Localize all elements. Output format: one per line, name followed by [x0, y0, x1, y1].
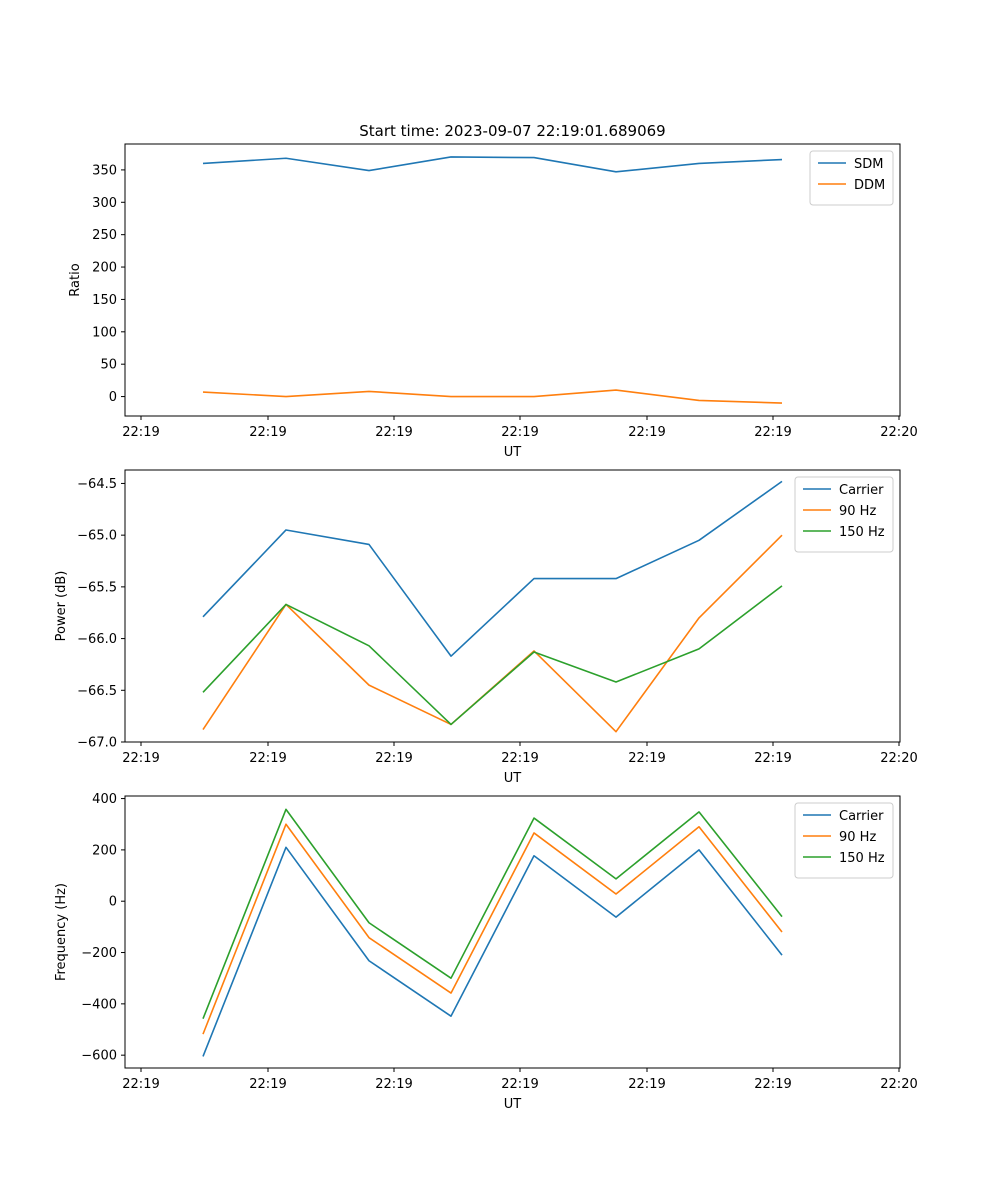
x-tick-label: 22:19: [249, 1077, 286, 1092]
x-tick-label: 22:20: [880, 425, 917, 440]
y-tick-label: −400: [81, 997, 117, 1012]
y-tick-label: 200: [92, 261, 117, 276]
y-tick-label: −66.0: [77, 632, 117, 647]
legend-box: [809, 150, 894, 206]
x-axis-label: UT: [504, 1097, 522, 1112]
x-tick-label: 22:19: [249, 751, 286, 766]
x-tick-label: 22:19: [501, 425, 538, 440]
series-line-sdm: [202, 156, 783, 173]
legend: Carrier 90 Hz 150 Hz: [794, 476, 894, 553]
x-tick-label: 22:19: [375, 751, 412, 766]
x-tick-label: 22:19: [628, 425, 665, 440]
axes-frame: [124, 469, 901, 743]
y-axis-label: Ratio: [68, 263, 83, 296]
x-tick-label: 22:20: [880, 751, 917, 766]
y-tick-label: −600: [81, 1049, 117, 1064]
axes-frame: [124, 795, 901, 1069]
x-tick-label: 22:19: [754, 751, 791, 766]
series-line-150-hz: [202, 808, 783, 1020]
y-tick-label: −67.0: [77, 736, 117, 751]
legend-label: 90 Hz: [839, 504, 876, 519]
legend-box: [794, 476, 894, 553]
y-tick-label: −64.5: [77, 477, 117, 492]
x-tick-label: 22:19: [628, 751, 665, 766]
x-tick-label: 22:19: [122, 425, 159, 440]
y-tick-label: −65.5: [77, 580, 117, 595]
x-tick-label: 22:19: [754, 1077, 791, 1092]
y-axis-label: Frequency (Hz): [54, 883, 69, 981]
legend-label: 150 Hz: [839, 525, 885, 540]
y-tick-label: 200: [92, 843, 117, 858]
y-tick-label: 50: [100, 358, 117, 373]
x-tick-label: 22:19: [249, 425, 286, 440]
y-tick-label: 100: [92, 325, 117, 340]
x-tick-label: 22:19: [122, 751, 159, 766]
legend-label: 90 Hz: [839, 830, 876, 845]
y-tick-label: −65.0: [77, 529, 117, 544]
y-axis-label: Power (dB): [54, 571, 69, 642]
legend-label: Carrier: [839, 809, 884, 824]
x-tick-label: 22:20: [880, 1077, 917, 1092]
series-line-150-hz: [202, 585, 783, 726]
y-tick-label: 150: [92, 293, 117, 308]
y-tick-label: −66.5: [77, 684, 117, 699]
legend-label: DDM: [854, 178, 885, 193]
series-line-90-hz: [202, 534, 783, 733]
y-tick-label: −200: [81, 946, 117, 961]
chart-title: Start time: 2023-09-07 22:19:01.689069: [359, 122, 665, 140]
legend-label: Carrier: [839, 483, 884, 498]
series-line-carrier: [202, 846, 783, 1057]
x-tick-label: 22:19: [754, 425, 791, 440]
frequency-panel: 22:19 22:19 22:19 22:19 22:19 22:19 22:20 −600 −…: [54, 792, 918, 1112]
y-tick-label: 250: [92, 228, 117, 243]
legend-box: [794, 802, 894, 879]
series-line-carrier: [202, 480, 783, 657]
legend-label: SDM: [854, 157, 883, 172]
y-tick-label: 400: [92, 792, 117, 807]
legend: SDM DDM: [809, 150, 894, 206]
x-tick-label: 22:19: [375, 1077, 412, 1092]
x-tick-label: 22:19: [375, 425, 412, 440]
x-axis-label: UT: [504, 771, 522, 786]
y-tick-label: 350: [92, 163, 117, 178]
y-tick-label: 0: [109, 390, 117, 405]
y-tick-label: 300: [92, 196, 117, 211]
x-axis-label: UT: [504, 445, 522, 460]
ratio-panel: Start time: 2023-09-07 22:19:01.689069 22…: [68, 122, 918, 460]
x-tick-label: 22:19: [501, 751, 538, 766]
legend: Carrier 90 Hz 150 Hz: [794, 802, 894, 879]
axes-frame: [124, 143, 901, 417]
series-line-90-hz: [202, 823, 783, 1035]
y-tick-label: 0: [109, 895, 117, 910]
power-panel: 22:19 22:19 22:19 22:19 22:19 22:19 22:20 −67.0…: [54, 469, 918, 786]
x-tick-label: 22:19: [501, 1077, 538, 1092]
x-tick-label: 22:19: [122, 1077, 159, 1092]
x-tick-label: 22:19: [628, 1077, 665, 1092]
legend-label: 150 Hz: [839, 851, 885, 866]
series-line-ddm: [202, 389, 783, 404]
